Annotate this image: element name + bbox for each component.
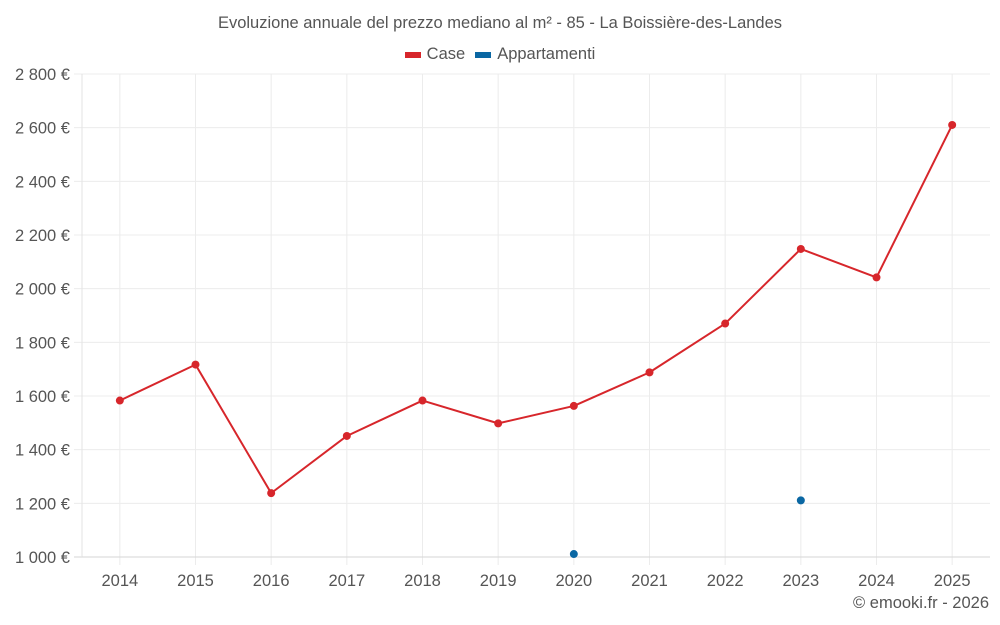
- y-tick-label: 2 400 €: [15, 173, 70, 191]
- legend-item-appartamenti[interactable]: Appartamenti: [475, 45, 595, 64]
- y-tick-label: 1 400 €: [15, 442, 70, 460]
- y-axis-labels: 1 000 € 1 200 € 1 400 € 1 600 € 1 800 € 2 000…: [15, 66, 70, 567]
- data-point-case-2016: [267, 489, 276, 498]
- y-tick-label: 2 000 €: [15, 281, 70, 299]
- data-point-case-2024: [872, 273, 881, 282]
- data-point-appartamenti-2023: [796, 496, 805, 505]
- y-tick-label: 1 200 €: [15, 495, 70, 513]
- data-point-case-2017: [342, 431, 351, 440]
- data-point-case-2018: [418, 396, 427, 405]
- data-point-case-2020: [569, 401, 578, 410]
- x-tick-label: 2021: [631, 572, 668, 590]
- legend-swatch-appartamenti: [475, 51, 492, 58]
- data-point-case-2019: [494, 419, 503, 428]
- data-point-case-2025: [948, 120, 957, 129]
- x-tick-label: 2017: [328, 572, 365, 590]
- x-tick-label: 2022: [707, 572, 744, 590]
- legend-item-case[interactable]: Case: [404, 45, 466, 64]
- data-point-appartamenti-2020: [569, 550, 578, 559]
- axes: [81, 74, 990, 558]
- x-tick-label: 2025: [934, 572, 971, 590]
- credit-text: © emooki.fr - 2026: [853, 594, 989, 612]
- x-axis-labels: 2014 2015 2016 2017 2018 2019 2020 2021 2022 2023…: [101, 572, 970, 590]
- x-tick-label: 2015: [177, 572, 214, 590]
- data-point-case-2023: [796, 244, 805, 253]
- data-point-case-2014: [115, 396, 124, 405]
- data-point-case-2022: [721, 319, 730, 328]
- x-tick-label: 2019: [480, 572, 517, 590]
- x-tick-label: 2024: [858, 572, 895, 590]
- series-line-case: [119, 124, 954, 495]
- legend-label-appartamenti: Appartamenti: [497, 45, 596, 63]
- data-point-case-2015: [191, 360, 200, 369]
- series-appartamenti: [569, 496, 805, 559]
- y-tick-label: 1 600 €: [15, 388, 70, 406]
- series-layer: [115, 120, 957, 559]
- data-point-case-2021: [645, 368, 654, 377]
- y-tick-label: 2 800 €: [15, 66, 70, 84]
- x-tick-label: 2016: [253, 572, 290, 590]
- series-case: [115, 120, 957, 498]
- y-tick-label: 1 000 €: [15, 549, 70, 567]
- y-gridlines: [74, 73, 990, 558]
- x-tick-label: 2018: [404, 572, 441, 590]
- y-tick-label: 2 600 €: [15, 120, 70, 138]
- x-tick-label: 2023: [782, 572, 819, 590]
- legend-swatch-case: [404, 51, 421, 58]
- y-tick-label: 1 800 €: [15, 334, 70, 352]
- y-tick-label: 2 200 €: [15, 227, 70, 245]
- x-gridlines: [119, 74, 953, 565]
- x-tick-label: 2020: [555, 572, 592, 590]
- legend-label-case: Case: [426, 45, 466, 63]
- legend: Case Appartamenti: [0, 45, 1000, 64]
- x-tick-label: 2014: [101, 572, 138, 590]
- chart-title: Evoluzione annuale del prezzo mediano al…: [217, 14, 783, 32]
